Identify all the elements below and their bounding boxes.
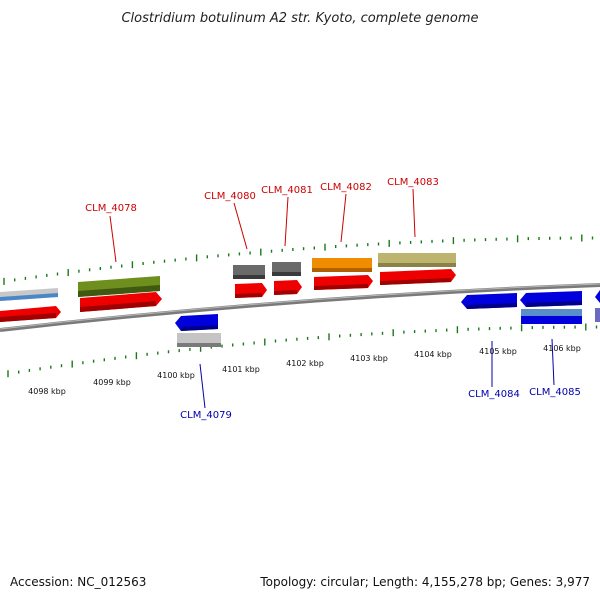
map-title: Clostridium botulinum A2 str. Kyoto, com… [121,11,478,26]
scale-label-4101: 4101 kbp [222,365,260,374]
leader-lines [109,188,555,409]
scale-label-4099: 4099 kbp [93,378,131,387]
gene-label-clm-4083[interactable]: CLM_4083 [387,177,439,188]
scale-label-4103: 4103 kbp [350,354,388,363]
scale-label-4106: 4106 kbp [543,344,581,353]
cds-feature[interactable] [595,290,600,303]
gene-label-clm-4082[interactable]: CLM_4082 [320,182,372,193]
gene-label-clm-4084[interactable]: CLM_4084 [468,389,520,400]
scale-label-4098: 4098 kbp [28,387,66,396]
tick-row-upper [3,234,594,285]
accession-text: Accession: NC_012563 [10,575,147,589]
gene-feature-clm-4085[interactable] [521,309,582,316]
tick-row-lower [7,323,598,378]
gene-label-clm-4085[interactable]: CLM_4085 [529,387,581,398]
topology-summary: Topology: circular; Length: 4,155,278 bp… [260,575,590,589]
scale-label-4104: 4104 kbp [414,350,452,359]
scale-label-4102: 4102 kbp [286,359,324,368]
reverse-strand-features [175,290,600,347]
gene-feature[interactable] [595,308,600,322]
gene-label-clm-4081[interactable]: CLM_4081 [261,185,313,196]
scale-label-4105: 4105 kbp [479,347,517,356]
gene-label-clm-4079[interactable]: CLM_4079 [180,410,232,421]
gene-label-clm-4078[interactable]: CLM_4078 [85,203,137,214]
genome-backbone [0,283,600,332]
forward-strand-features [0,253,456,322]
scale-label-4100: 4100 kbp [157,371,195,380]
gene-label-clm-4080[interactable]: CLM_4080 [204,191,256,202]
